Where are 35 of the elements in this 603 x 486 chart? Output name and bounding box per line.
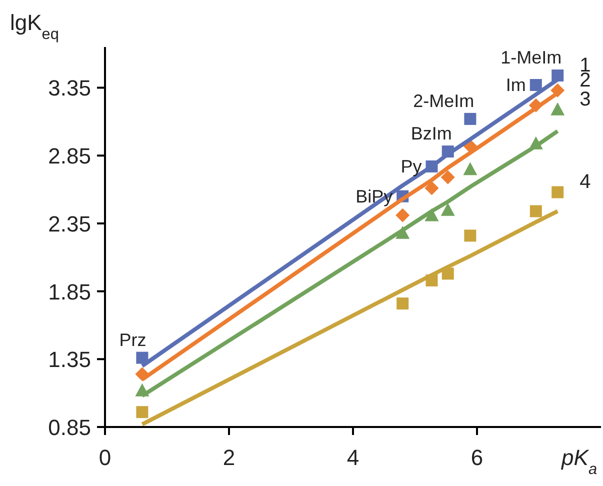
point [136, 352, 148, 364]
point [440, 170, 455, 184]
x-tick-label: 0 [98, 445, 112, 470]
point [552, 186, 564, 198]
annotation: 2-MeIm [413, 90, 474, 111]
x-axis-title: pK$_{a}$ [560, 445, 598, 478]
y-tick-label: 1.85 [48, 279, 91, 304]
series-label: 4 [580, 171, 591, 194]
point [552, 70, 564, 82]
point [424, 181, 439, 196]
annotation: 1-MeIm [500, 48, 562, 68]
point [464, 112, 476, 125]
annotation: BzIm [410, 124, 452, 144]
point [530, 205, 542, 218]
x-tick-label: 2 [222, 445, 236, 470]
point [136, 406, 148, 418]
annotation: Im [506, 75, 526, 95]
y-axis-title: lgK$_{eq}$ [10, 10, 59, 42]
annotation: Py [400, 156, 422, 176]
y-tick-label: 0.85 [48, 415, 91, 440]
x-tick-label: 4 [346, 445, 360, 470]
point [396, 298, 409, 310]
annotation: Prz [119, 330, 146, 350]
point [530, 79, 542, 91]
x-tick-label: 6 [470, 445, 484, 470]
point [464, 230, 476, 242]
point [550, 102, 565, 116]
point [440, 202, 455, 216]
y-tick-label: 2.35 [48, 211, 91, 236]
point [463, 162, 478, 176]
y-tick-label: 2.85 [48, 144, 91, 169]
point [396, 208, 410, 222]
y-tick-label: 3.35 [48, 76, 91, 101]
y-tick-label: 1.35 [48, 347, 91, 372]
series-label: 3 [580, 88, 591, 110]
